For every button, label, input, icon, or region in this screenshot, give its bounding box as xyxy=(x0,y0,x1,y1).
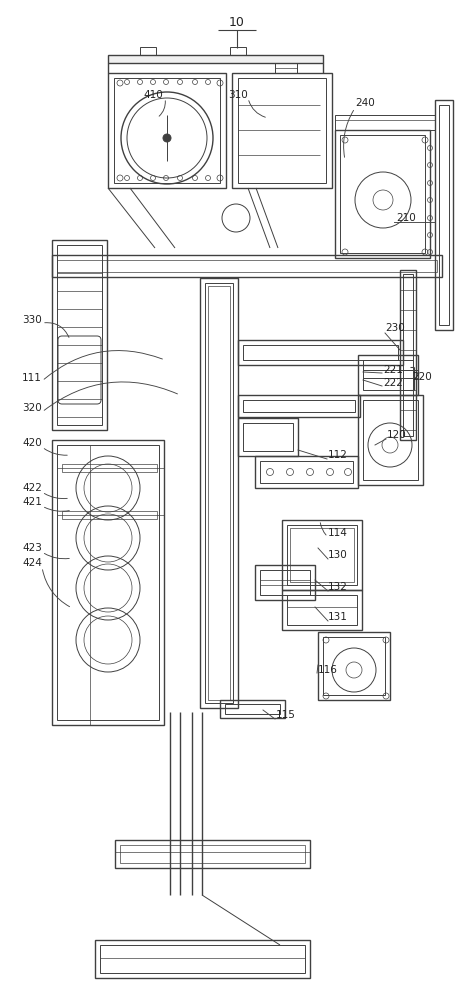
Bar xyxy=(114,78,220,183)
Text: 422: 422 xyxy=(22,483,42,493)
Bar xyxy=(282,590,362,630)
Text: 120: 120 xyxy=(387,430,407,440)
Bar xyxy=(287,525,357,585)
Bar xyxy=(335,115,435,130)
Bar xyxy=(363,400,418,480)
Text: 112: 112 xyxy=(328,450,348,460)
Text: 424: 424 xyxy=(22,558,42,568)
Bar xyxy=(52,255,442,277)
Text: 230: 230 xyxy=(385,323,405,333)
Bar xyxy=(232,73,332,188)
Bar xyxy=(57,260,437,272)
Text: 423: 423 xyxy=(22,543,42,553)
Bar xyxy=(275,63,297,73)
Text: 114: 114 xyxy=(328,528,348,538)
Bar xyxy=(140,47,156,55)
Text: 222: 222 xyxy=(383,378,403,388)
Bar xyxy=(340,135,425,253)
Bar xyxy=(62,464,157,472)
Bar xyxy=(205,283,233,703)
Text: 130: 130 xyxy=(328,550,348,560)
Text: 410: 410 xyxy=(143,90,163,100)
Circle shape xyxy=(163,134,171,142)
Bar xyxy=(52,440,164,725)
Text: 131: 131 xyxy=(328,612,348,622)
Text: 115: 115 xyxy=(276,710,296,720)
Bar xyxy=(260,461,353,483)
Bar xyxy=(323,637,385,695)
Bar xyxy=(243,423,293,451)
Text: 220: 220 xyxy=(412,372,432,382)
Bar xyxy=(400,270,416,440)
Bar xyxy=(57,245,102,425)
Text: 240: 240 xyxy=(355,98,375,108)
Text: 330: 330 xyxy=(22,315,42,325)
Bar xyxy=(255,456,358,488)
Text: 421: 421 xyxy=(22,497,42,507)
Text: 111: 111 xyxy=(22,373,42,383)
Bar xyxy=(238,78,326,183)
Bar xyxy=(108,55,323,63)
Bar xyxy=(243,400,355,412)
Bar xyxy=(230,47,246,55)
Bar xyxy=(238,340,403,365)
Bar xyxy=(108,73,226,188)
Text: 132: 132 xyxy=(328,582,348,592)
Bar xyxy=(287,595,357,625)
Bar xyxy=(200,278,238,708)
Bar xyxy=(255,565,315,600)
Bar xyxy=(238,418,298,456)
Bar xyxy=(52,240,107,430)
Bar xyxy=(358,395,423,485)
Text: 221: 221 xyxy=(383,365,403,375)
Bar xyxy=(208,286,230,700)
Bar xyxy=(57,445,159,720)
Bar xyxy=(260,570,310,595)
Bar xyxy=(335,130,430,258)
Bar xyxy=(238,395,360,417)
Bar xyxy=(120,845,305,863)
Text: 116: 116 xyxy=(318,665,338,675)
Text: 420: 420 xyxy=(22,438,42,448)
Bar xyxy=(115,840,310,868)
Text: 310: 310 xyxy=(228,90,248,100)
Bar xyxy=(225,704,280,714)
Text: 320: 320 xyxy=(22,403,42,413)
Bar xyxy=(439,105,449,325)
Bar xyxy=(363,360,413,390)
Bar xyxy=(290,528,354,582)
Bar xyxy=(403,274,413,436)
Text: 210: 210 xyxy=(396,213,416,223)
Bar xyxy=(220,700,285,718)
Bar xyxy=(62,511,157,519)
Bar xyxy=(358,355,418,395)
Bar xyxy=(100,945,305,973)
Bar xyxy=(95,940,310,978)
Bar xyxy=(435,100,453,330)
Text: 10: 10 xyxy=(229,15,245,28)
Bar xyxy=(282,520,362,590)
Bar xyxy=(318,632,390,700)
Bar xyxy=(243,345,398,360)
